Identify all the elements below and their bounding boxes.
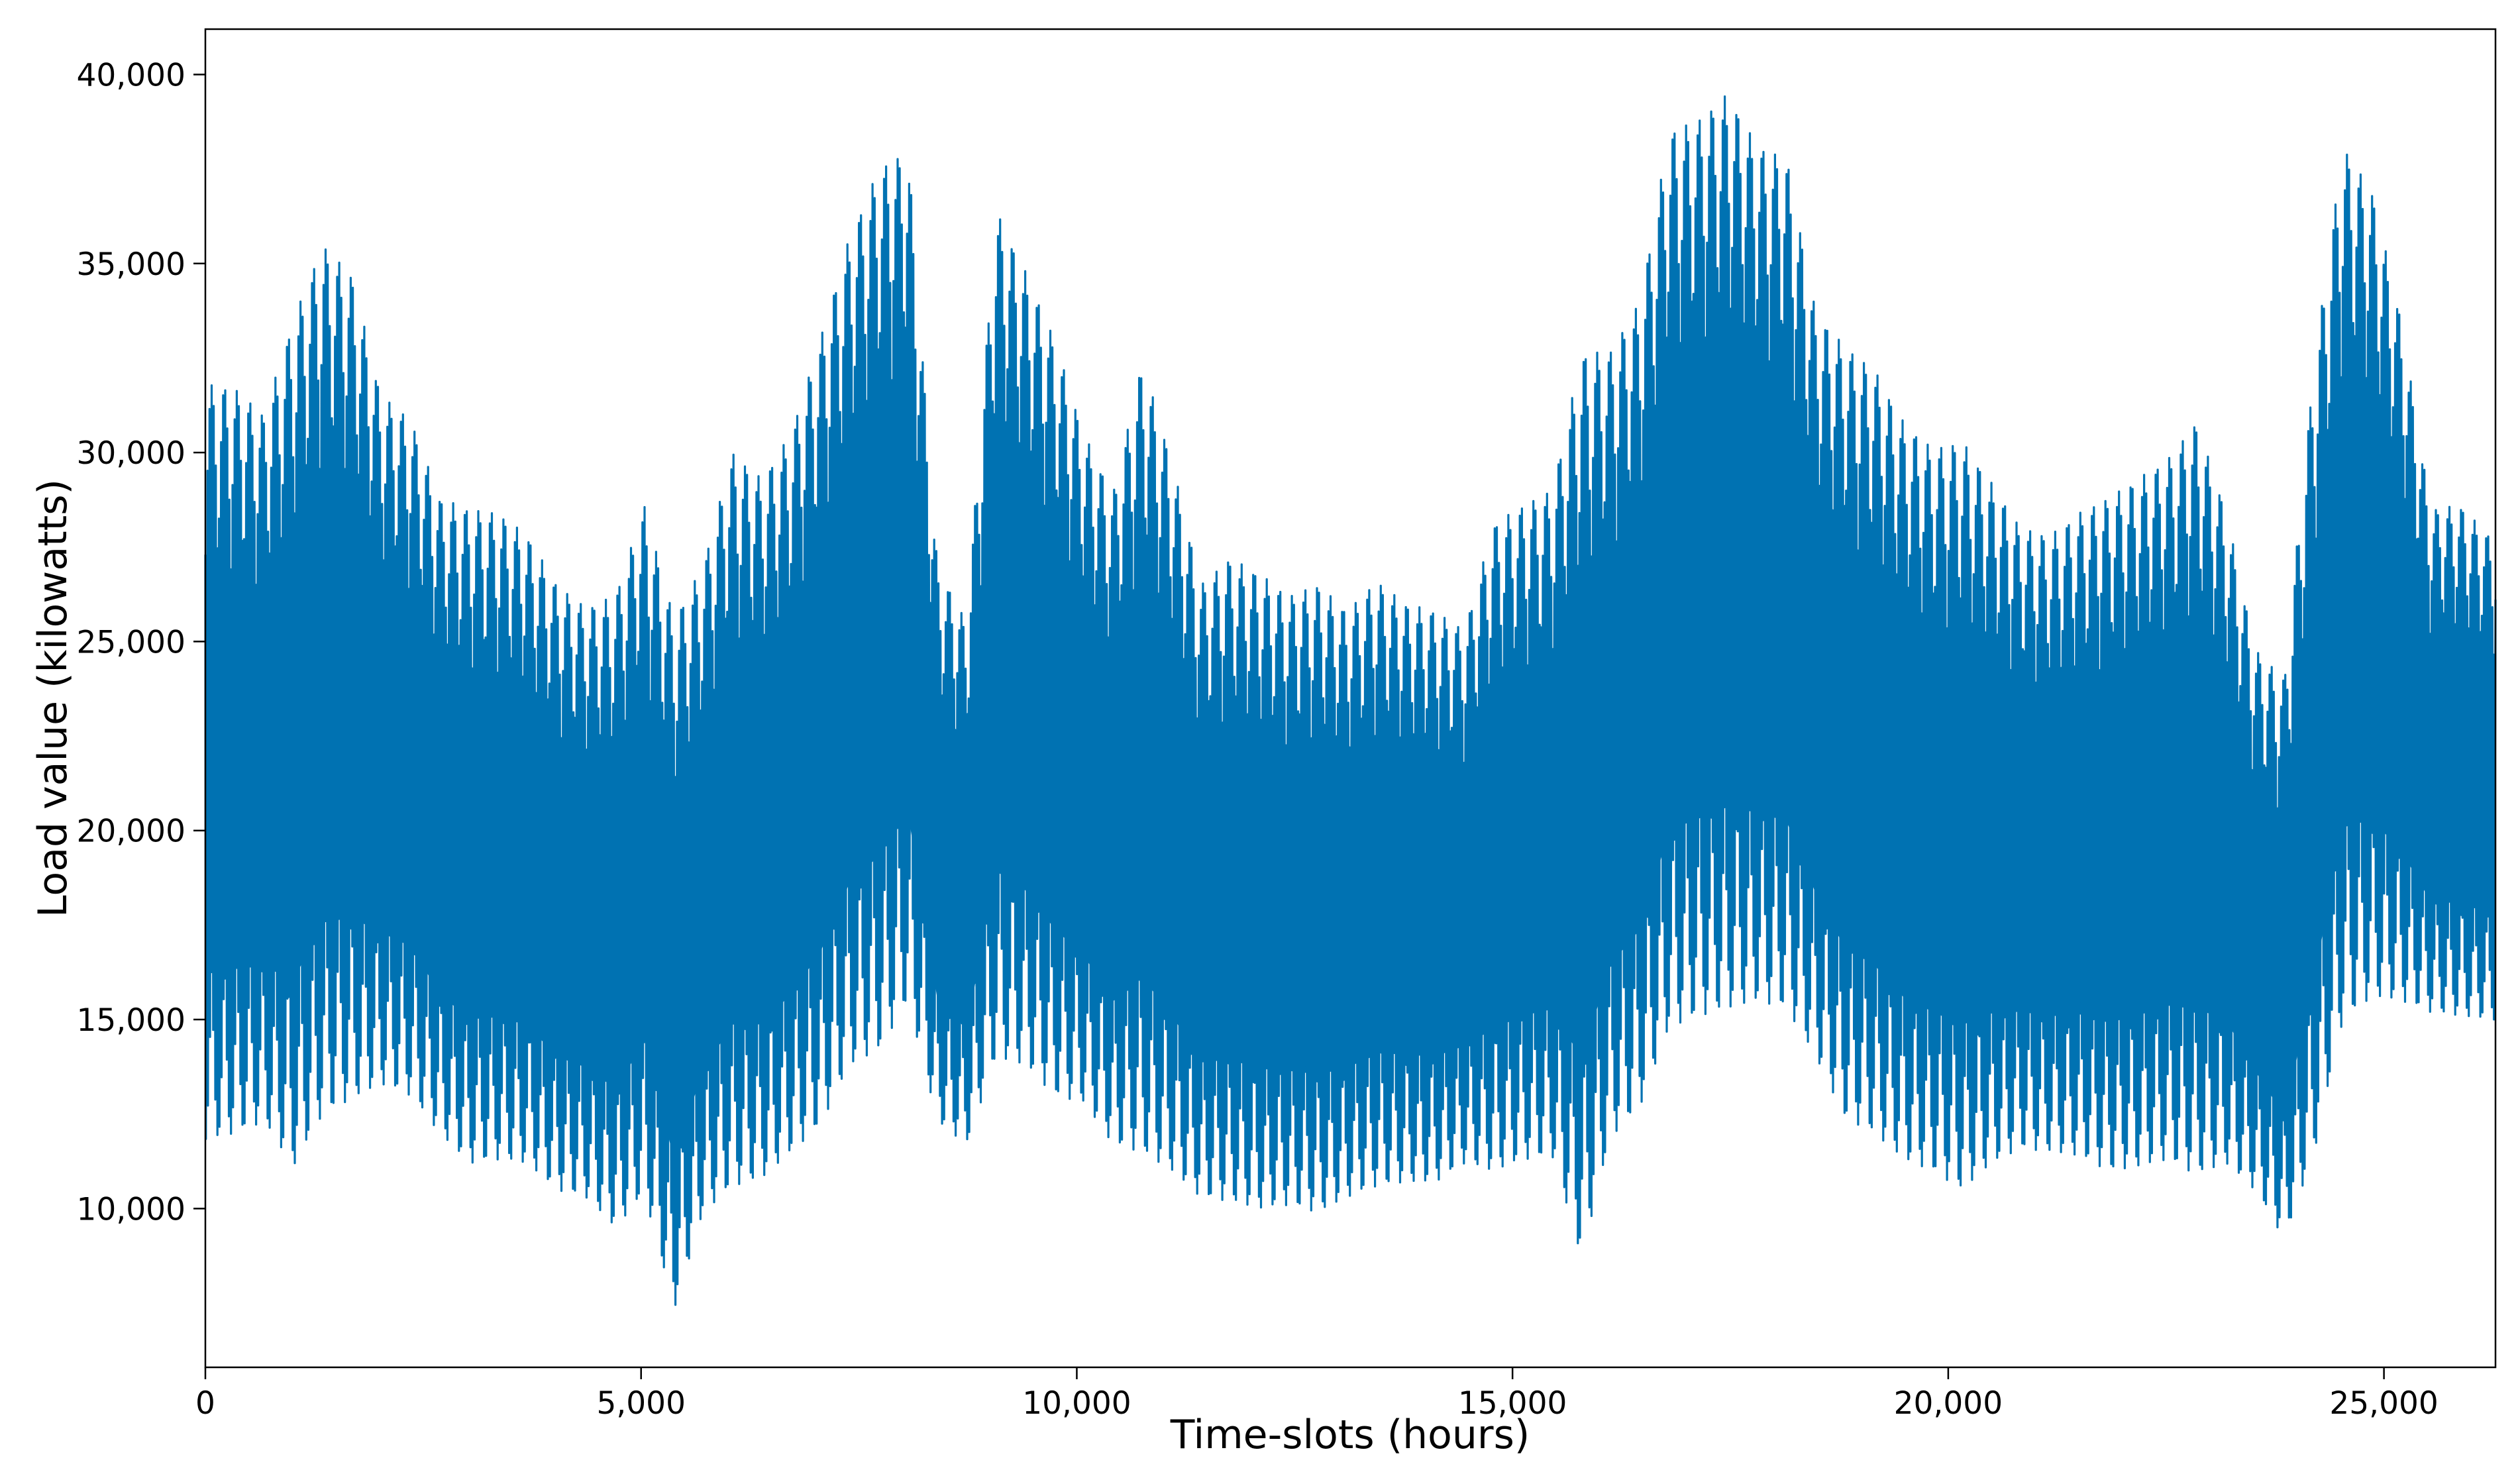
- plot-frame: [204, 28, 2497, 1369]
- x-axis-title: Time-slots (hours): [1170, 1412, 1530, 1458]
- x-tick-label-2: 10,000: [1022, 1385, 1131, 1422]
- x-tick-label-0: 0: [195, 1385, 215, 1422]
- series-line-0: [204, 95, 2497, 1306]
- y-axis-ticks: 10,000 15,000 20,000 25,000 30,000 35,000 40,0…: [77, 57, 205, 1228]
- x-tick-label-5: 25,000: [2329, 1385, 2438, 1422]
- series-layer: [204, 95, 2497, 1306]
- y-tick-label-5: 35,000: [77, 246, 185, 283]
- y-tick-label-4: 30,000: [77, 435, 185, 472]
- y-tick-label-3: 25,000: [77, 624, 185, 660]
- x-tick-label-3: 15,000: [1458, 1385, 1567, 1422]
- x-axis-ticks: 0 5,000 10,000 15,000 20,000 25,000: [195, 1367, 2439, 1422]
- y-tick-label-0: 10,000: [77, 1191, 185, 1228]
- y-axis-title: Load value (kilowatts): [30, 479, 76, 918]
- y-tick-label-6: 40,000: [77, 57, 185, 93]
- y-tick-label-1: 15,000: [77, 1002, 185, 1039]
- x-tick-label-4: 20,000: [1894, 1385, 2003, 1422]
- y-tick-label-2: 20,000: [77, 814, 185, 850]
- x-tick-label-1: 5,000: [596, 1385, 686, 1422]
